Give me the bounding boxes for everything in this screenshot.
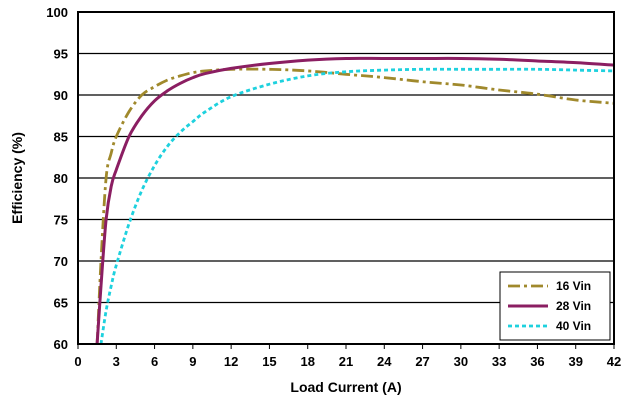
x-tick-label: 36	[530, 354, 544, 369]
y-axis-title: Efficiency (%)	[9, 132, 25, 224]
y-tick-label: 95	[54, 47, 68, 62]
legend: 16 Vin 28 Vin 40 Vin	[499, 271, 611, 341]
y-tick-label: 85	[54, 130, 68, 145]
x-tick-label: 15	[262, 354, 276, 369]
x-tick-label: 6	[151, 354, 158, 369]
x-tick-label: 12	[224, 354, 238, 369]
x-tick-label: 18	[300, 354, 314, 369]
legend-label: 16 Vin	[556, 279, 591, 293]
x-tick-label: 33	[492, 354, 506, 369]
y-tick-label: 65	[54, 296, 68, 311]
series-line-1	[95, 67, 614, 344]
series-lines	[95, 56, 614, 344]
grid-lines	[78, 52, 614, 304]
x-tick-label: 24	[377, 354, 392, 369]
y-tick-label: 100	[46, 5, 68, 20]
x-tick-labels: 0 3 6 9 12 15 18 21 24 27 30 33 36 39 42	[74, 344, 621, 369]
x-tick-label: 9	[189, 354, 196, 369]
x-axis-title: Load Current (A)	[290, 379, 401, 395]
x-tick-label: 3	[113, 354, 120, 369]
y-tick-label: 90	[54, 88, 68, 103]
y-tick-label: 60	[54, 337, 68, 352]
x-tick-label: 27	[415, 354, 429, 369]
y-tick-label: 70	[54, 254, 68, 269]
x-tick-label: 42	[607, 354, 621, 369]
series-line-2	[95, 56, 614, 344]
legend-label: 40 Vin	[556, 319, 591, 333]
x-tick-label: 39	[568, 354, 582, 369]
x-tick-label: 21	[339, 354, 353, 369]
y-tick-label: 80	[54, 171, 68, 186]
series-line-3	[99, 67, 614, 344]
y-tick-label: 75	[54, 213, 68, 228]
x-tick-label: 0	[74, 354, 81, 369]
y-tick-labels: 60 65 70 75 80 85 90 95 100	[46, 5, 68, 352]
x-tick-label: 30	[454, 354, 468, 369]
legend-label: 28 Vin	[556, 299, 591, 313]
